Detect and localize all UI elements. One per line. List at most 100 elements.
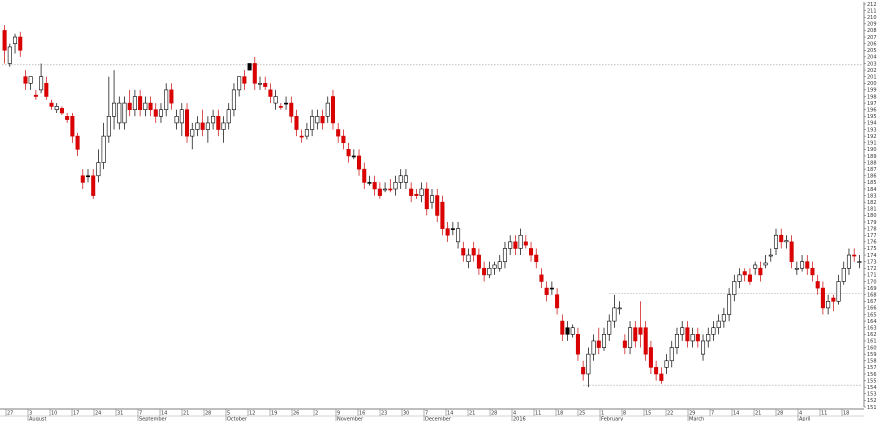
candle-body [800, 261, 805, 269]
candle-body [701, 340, 706, 355]
candle [101, 122, 106, 170]
x-tick-label: 4 [513, 411, 516, 417]
candle-body [820, 287, 825, 309]
y-tick-label: 178 [867, 226, 877, 232]
x-tick-label: 3 [29, 411, 32, 417]
candle [685, 321, 690, 348]
candle-body [721, 314, 726, 322]
candle-body [190, 129, 195, 137]
x-tick-label: 9 [337, 411, 340, 417]
candle [320, 109, 325, 130]
candle [497, 255, 502, 272]
candle-body [2, 30, 7, 51]
candle [747, 268, 752, 285]
candle-body [763, 262, 768, 266]
candle-body [117, 102, 122, 124]
candle-body [346, 149, 351, 157]
candle-body [7, 46, 12, 64]
candle [263, 76, 268, 90]
candle [346, 142, 351, 163]
candle [403, 169, 408, 189]
candle [75, 132, 80, 156]
y-tick-label: 152 [867, 398, 877, 404]
candle-body [231, 89, 236, 111]
candle-body [784, 240, 789, 243]
candle [476, 248, 481, 275]
candle-body [106, 116, 111, 137]
candle-body [440, 201, 445, 229]
candle [127, 89, 132, 117]
candle [80, 169, 85, 189]
candle-body [836, 281, 841, 302]
candle [523, 235, 528, 249]
candle-body [85, 175, 91, 178]
candle [367, 175, 372, 186]
candle-body [633, 327, 638, 342]
candle [690, 327, 695, 348]
candle [721, 307, 726, 328]
candle [278, 103, 283, 110]
candle [836, 274, 841, 305]
candle-body [435, 195, 440, 216]
candle-body [351, 155, 356, 158]
candle [784, 235, 789, 249]
candle-body [372, 182, 377, 190]
candle-body [445, 228, 450, 236]
candle [518, 228, 523, 256]
x-axis: 27 3 10 17 24 31 7 14 21 28 5 12 19 26 2 9 16 23 30 7 14 21 28… [0, 408, 864, 421]
x-tick-label: 23 [381, 411, 387, 417]
candle [565, 321, 570, 341]
x-tick-label: 21 [755, 411, 761, 417]
candle [482, 261, 487, 282]
y-tick-label: 202 [867, 68, 877, 74]
candle-body [289, 102, 294, 117]
candle-body [570, 327, 575, 335]
candle-body [252, 63, 257, 84]
candle [2, 25, 7, 64]
candle-body [284, 102, 289, 105]
y-tick-label: 199 [867, 88, 877, 94]
candle [555, 288, 560, 315]
month-label: October [227, 417, 248, 421]
y-tick-label: 160 [867, 345, 877, 351]
candle-body [768, 254, 773, 257]
x-tick-label: 16 [359, 411, 365, 417]
y-tick-label: 203 [867, 61, 877, 67]
x-tick-label: 14 [161, 411, 167, 417]
candle [429, 188, 435, 209]
candle [622, 334, 627, 355]
candle-body [534, 254, 539, 262]
candle-body [268, 89, 273, 97]
candle [257, 76, 263, 90]
candle [846, 248, 851, 275]
candle [471, 241, 476, 262]
candle [706, 327, 711, 348]
candle-body [794, 267, 799, 270]
candle-body [456, 228, 461, 243]
candle-body [122, 102, 127, 124]
candle-body [153, 109, 158, 117]
candle [179, 103, 184, 137]
candle-body [617, 307, 622, 310]
month-label: August [29, 417, 47, 421]
candle-body [221, 122, 226, 130]
candle-body [341, 135, 346, 144]
y-tick-label: 172 [867, 266, 877, 272]
candle [502, 241, 507, 269]
candle [117, 96, 122, 130]
candle [539, 268, 544, 289]
x-tick-label: 31 [117, 411, 123, 417]
x-tick-label: 4 [799, 411, 802, 417]
y-tick-label: 156 [867, 372, 877, 378]
y-tick-label: 165 [867, 312, 877, 318]
candle [544, 281, 549, 302]
candle-body [789, 241, 794, 262]
x-tick-label: 17 [73, 411, 79, 417]
x-tick-label: 27 [7, 411, 13, 417]
candle [221, 116, 226, 143]
candle [54, 103, 59, 114]
y-tick-label: 196 [867, 108, 877, 114]
candle-body [205, 122, 210, 130]
candle-body [591, 340, 596, 355]
candle-body [492, 264, 497, 269]
